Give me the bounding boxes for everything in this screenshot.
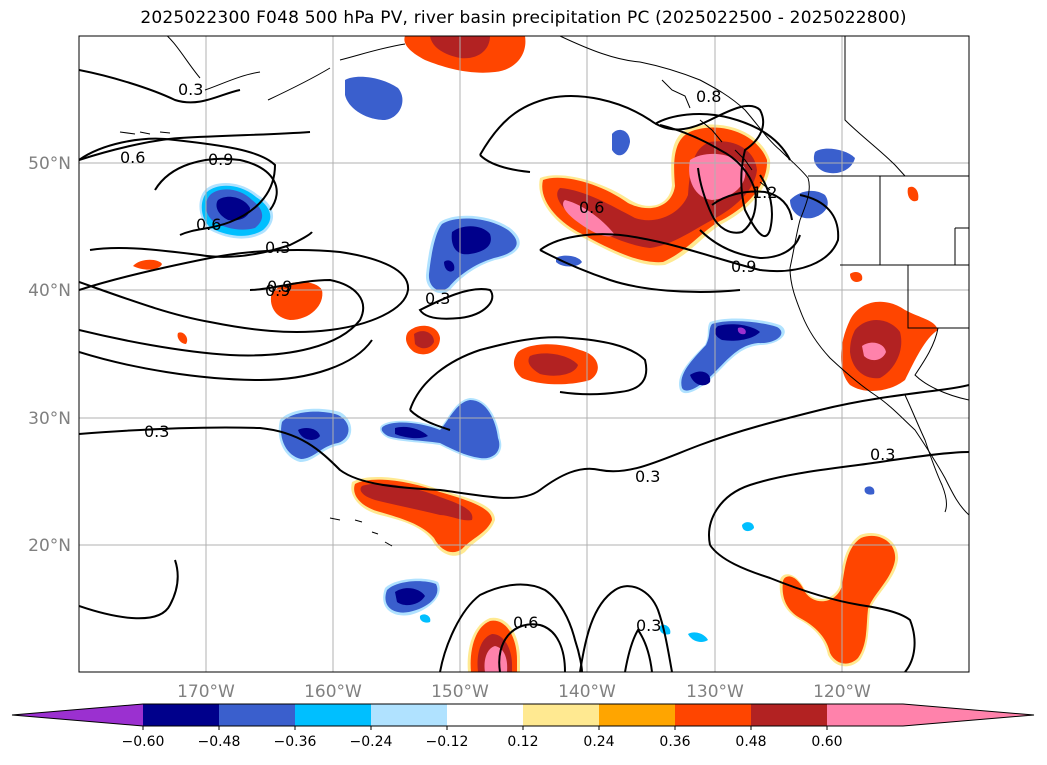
positive-precip-small-1 bbox=[133, 259, 162, 270]
colorbar-tick-label: 0.12 bbox=[507, 734, 538, 750]
lat-tick-labels: 50°N 40°N 30°N 20°N bbox=[28, 154, 71, 556]
colorbar-max-extension bbox=[903, 704, 1034, 726]
svg-text:0.6: 0.6 bbox=[513, 613, 538, 632]
colorbar-bin bbox=[751, 704, 828, 726]
positive-precip-california bbox=[841, 301, 938, 392]
svg-text:0.3: 0.3 bbox=[870, 445, 895, 464]
svg-text:0.3: 0.3 bbox=[635, 467, 660, 486]
negative-precip-north-2 bbox=[612, 129, 630, 156]
lon-label: 170°W bbox=[177, 682, 235, 702]
pv-contours bbox=[79, 69, 969, 672]
colorbar-bin bbox=[599, 704, 676, 726]
lat-label: 20°N bbox=[28, 536, 71, 556]
colorbar-tick-label: 0.36 bbox=[659, 734, 690, 750]
positive-precip-south-147W bbox=[467, 617, 520, 672]
colorbar-bin bbox=[143, 704, 220, 726]
svg-text:0.8: 0.8 bbox=[696, 87, 721, 106]
svg-text:1.2: 1.2 bbox=[752, 183, 777, 202]
svg-text:0.9: 0.9 bbox=[265, 281, 290, 300]
map-area: 0.3 0.6 0.9 0.6 0.9 0.3 0.9 0.3 0.6 0.8 … bbox=[79, 36, 969, 672]
negative-precip-dateline bbox=[199, 183, 274, 239]
coastlines bbox=[119, 36, 969, 547]
lon-label: 130°W bbox=[686, 682, 744, 702]
colorbar-tick-label: −0.48 bbox=[198, 734, 241, 750]
lat-label: 50°N bbox=[28, 154, 71, 174]
lon-label: 150°W bbox=[431, 682, 489, 702]
colorbar-bin bbox=[523, 704, 600, 726]
svg-text:0.9: 0.9 bbox=[208, 150, 233, 169]
colorbar-tick-label: 0.60 bbox=[811, 734, 842, 750]
colorbar-bin bbox=[219, 704, 296, 726]
lon-label: 140°W bbox=[558, 682, 616, 702]
lon-tick-labels: 170°W 160°W 150°W 140°W 130°W 120°W bbox=[177, 682, 871, 702]
svg-text:0.3: 0.3 bbox=[636, 616, 661, 635]
positive-precip-hawaii-band bbox=[351, 476, 495, 556]
colorbar-tick-label: −0.60 bbox=[122, 734, 165, 750]
lat-label: 40°N bbox=[28, 281, 71, 301]
positive-precip-small-5 bbox=[850, 272, 863, 282]
colorbar-bin bbox=[371, 704, 448, 726]
colorbar-tick-label: 0.48 bbox=[735, 734, 766, 750]
colorbar-bin bbox=[675, 704, 752, 726]
positive-precip-nw-coast bbox=[539, 124, 771, 266]
colorbar-bin bbox=[827, 704, 904, 726]
svg-text:0.3: 0.3 bbox=[144, 422, 169, 441]
negative-precip-152W bbox=[380, 398, 502, 461]
colorbar-tick-label: −0.36 bbox=[274, 734, 317, 750]
lat-label: 30°N bbox=[28, 409, 71, 429]
colorbar-tick-label: −0.12 bbox=[426, 734, 469, 750]
svg-text:0.6: 0.6 bbox=[579, 198, 604, 217]
svg-text:0.6: 0.6 bbox=[120, 148, 145, 167]
svg-text:0.3: 0.3 bbox=[178, 80, 203, 99]
contour-labels: 0.3 0.6 0.9 0.6 0.9 0.3 0.9 0.3 0.6 0.8 … bbox=[120, 80, 895, 635]
colorbar-tick-label: −0.24 bbox=[350, 734, 393, 750]
colorbar-bin bbox=[295, 704, 372, 726]
plot-title: 2025022300 F048 500 hPa PV, river basin … bbox=[140, 8, 907, 28]
positive-precip-north bbox=[404, 36, 526, 73]
lat-lon-grid bbox=[79, 36, 969, 672]
svg-text:0.3: 0.3 bbox=[265, 238, 290, 257]
positive-precip-small-2 bbox=[270, 281, 323, 320]
colorbar-tick-label: 0.24 bbox=[583, 734, 614, 750]
positive-precip-small-3 bbox=[177, 332, 188, 344]
svg-text:0.9: 0.9 bbox=[731, 257, 756, 276]
svg-text:0.9: 0.9 bbox=[267, 277, 292, 296]
colorbar: −0.60 −0.48 −0.36 −0.24 −0.12 0.12 0.24 0.36 0.4… bbox=[11, 703, 1035, 750]
colorbar-min-extension bbox=[12, 704, 143, 726]
colorbar-bin bbox=[447, 704, 524, 726]
negative-precip-nw-coast bbox=[813, 148, 855, 174]
negative-precip-north-1 bbox=[345, 76, 403, 120]
positive-precip-mid-pacific bbox=[513, 344, 598, 385]
svg-text:0.6: 0.6 bbox=[196, 215, 221, 234]
negative-precip-150W bbox=[425, 215, 520, 294]
map-frame bbox=[78, 35, 970, 673]
lon-label: 160°W bbox=[304, 682, 362, 702]
negative-precip-130W bbox=[679, 318, 785, 394]
lon-label: 120°W bbox=[813, 682, 871, 702]
negative-precip-south bbox=[383, 578, 440, 616]
svg-text:0.3: 0.3 bbox=[425, 289, 450, 308]
